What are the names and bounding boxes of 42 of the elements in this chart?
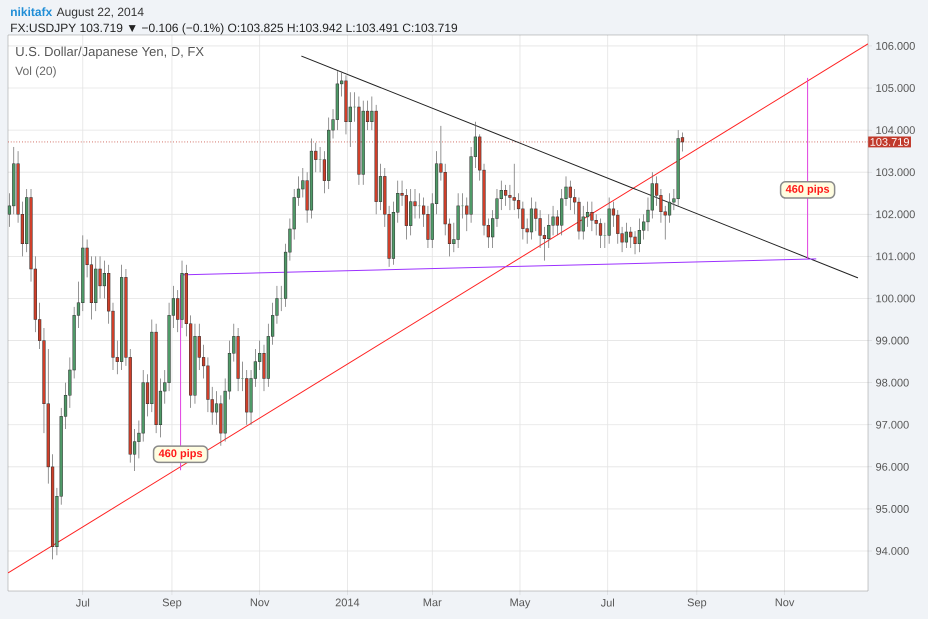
x-tick-label: Jul	[76, 598, 90, 607]
candlestick	[624, 222, 628, 248]
y-tick-label: 97.000	[876, 420, 909, 429]
y-tick-label: 99.000	[876, 336, 909, 344]
x-tick-label: May	[510, 598, 530, 608]
annotation: 460 pips	[786, 184, 830, 196]
annotation: 460 pips	[158, 449, 202, 460]
text: U.S. Dollar/Japanese Yen, D, FX	[16, 46, 204, 59]
y-tick-label: 96.000	[876, 462, 909, 471]
x-tick-label: Mar	[424, 598, 442, 606]
y-tick-label: 98.000	[876, 378, 909, 387]
x-tick-label: Nov	[776, 598, 794, 606]
candlestick	[504, 184, 508, 206]
candlestick	[586, 201, 590, 228]
text: Vol (20)	[15, 66, 56, 78]
y-tick-label: 102.000	[876, 210, 915, 218]
y-tick-label: 104.000	[876, 126, 915, 134]
candlestick	[352, 92, 356, 122]
y-tick-label: 100.000	[876, 294, 915, 302]
text: August 22, 2014	[56, 8, 144, 18]
text: nikitafx	[10, 7, 52, 16]
y-tick-label: 105.000	[876, 84, 915, 92]
y-tick-label: 103.000	[876, 168, 915, 176]
candlestick	[508, 184, 512, 210]
candlestick	[633, 230, 637, 255]
text: FX:USDJPY 103.719 ▼ −0.106 (−0.1%) O:103.825 H:103.942 L:103.491 C:103.719	[11, 23, 458, 34]
y-tick-label: 101.000	[876, 252, 915, 260]
x-tick-label: Nov	[250, 598, 270, 606]
candlestick	[551, 206, 555, 236]
candlestick	[98, 256, 102, 299]
x-tick-label: 2014	[336, 598, 360, 606]
candlestick	[668, 192, 672, 224]
candlestick	[240, 361, 244, 392]
y-tick-label: 94.000	[876, 547, 909, 555]
x-tick-label: Jul	[600, 598, 614, 607]
y-tick-label: 106.000	[876, 42, 915, 50]
x-tick-label: Sep	[688, 598, 706, 608]
candlestick	[530, 197, 534, 240]
candlestick	[598, 218, 602, 248]
x-tick-label: Sep	[162, 598, 182, 608]
y-tick-label: 95.000	[876, 505, 909, 513]
ref-line-label: 103.719	[870, 138, 909, 146]
